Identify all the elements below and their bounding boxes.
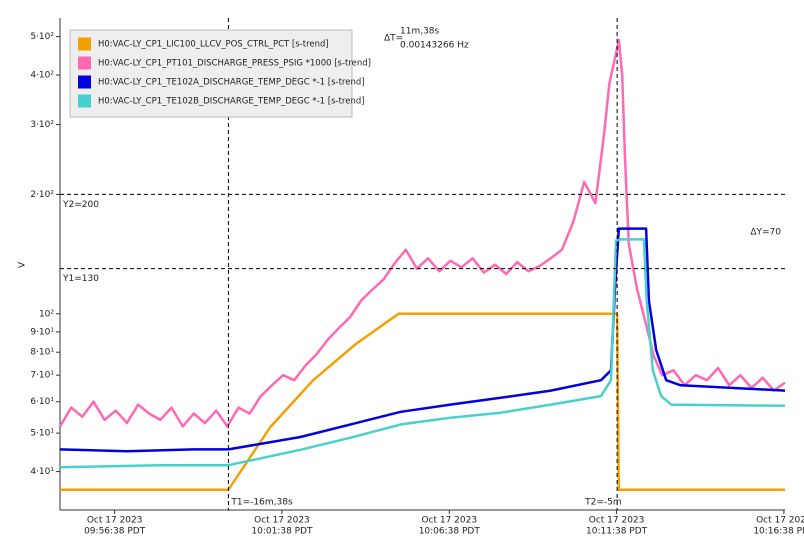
x-tick-label: Oct 17 2023 [756,516,804,526]
cursor-label: T1=-16m,38s [230,498,293,508]
delta-t-time: 11m,38s [400,27,440,37]
cursor-label: Y2=200 [62,200,99,210]
x-tick-label: Oct 17 2023 [589,516,645,526]
x-tick-label: 09:56:38 PDT [84,527,146,537]
y-tick-label: 6·10¹ [30,397,54,407]
x-tick-label: 10:06:38 PDT [419,527,481,537]
y-tick-label: 2·10² [30,190,54,200]
y-tick-label: 9·10¹ [30,327,54,337]
legend-label: H0:VAC-LY_CP1_TE102A_DISCHARGE_TEMP_DEGC… [98,78,365,88]
delta-y-label: ΔY=70 [750,228,781,238]
x-tick-label: Oct 17 2023 [254,516,310,526]
legend-swatch [78,37,91,51]
y-tick-label: 5·10² [30,32,54,42]
series-line [60,312,785,491]
legend-swatch [78,75,91,89]
series-line [58,38,786,428]
y-axis-label: V [18,261,28,268]
legend-label: H0:VAC-LY_CP1_PT101_DISCHARGE_PRESS_PSIG… [98,59,371,69]
x-tick-label: 10:01:38 PDT [251,527,313,537]
legend-box [69,29,353,118]
x-tick-label: 10:16:38 PDT [753,527,804,537]
legend-label: H0:VAC-LY_CP1_LIC100_LLCV_POS_CTRL_PCT [… [98,40,329,50]
delta-t-label: ΔT= [384,34,403,44]
y-tick-label: 3·10² [30,120,54,130]
y-tick-label: 8·10¹ [30,348,54,358]
x-tick-label: Oct 17 2023 [421,516,477,526]
series-line [59,227,786,453]
y-tick-label: 7·10¹ [30,371,54,381]
cursor-label: T2=-5m [584,498,622,508]
legend-swatch [78,94,91,108]
legend-swatch [78,56,91,70]
delta-t-freq: 0.00143266 Hz [400,41,469,51]
legend-label: H0:VAC-LY_CP1_TE102B_DISCHARGE_TEMP_DEGC… [98,97,365,107]
x-tick-label: 10:11:38 PDT [586,527,648,537]
y-tick-label: 4·10¹ [30,467,54,477]
y-tick-label: 4·10² [30,71,54,81]
y-tick-label: 10² [39,309,54,319]
y-tick-label: 5·10¹ [30,429,54,439]
series-line [59,238,786,469]
x-tick-label: Oct 17 2023 [87,516,143,526]
cursor-label: Y1=130 [62,274,99,284]
